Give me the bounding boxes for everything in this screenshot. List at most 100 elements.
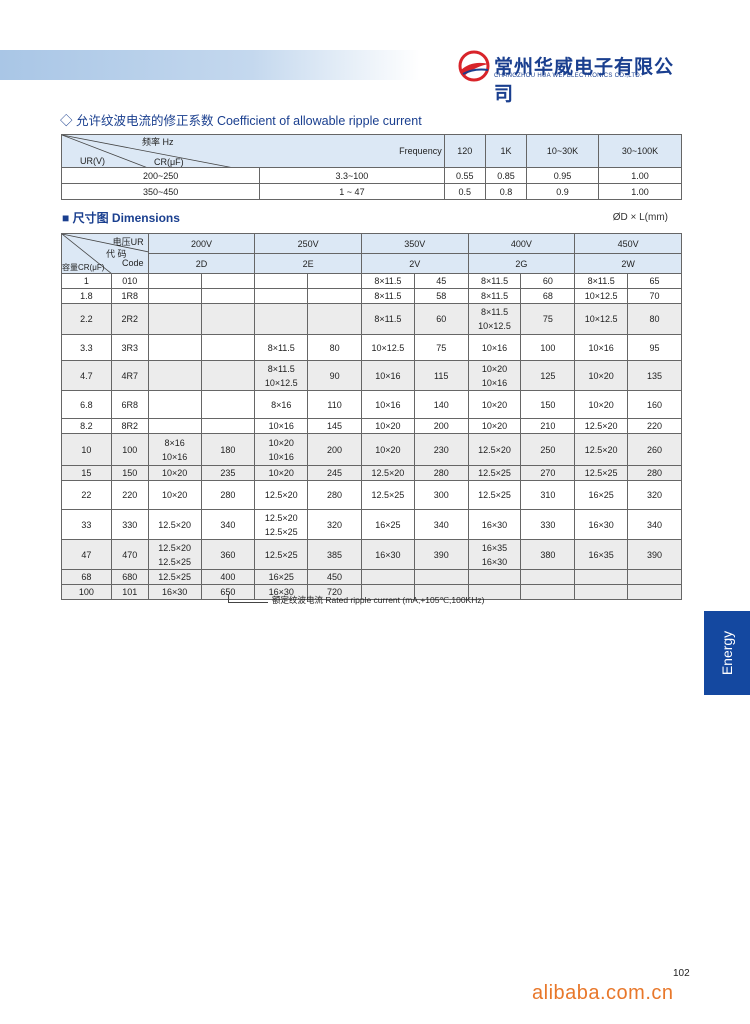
ripple-current-cell xyxy=(200,390,256,419)
capacitance-cell: 22 xyxy=(61,480,112,510)
size-cell xyxy=(360,584,415,600)
ripple-current-cell xyxy=(307,288,362,304)
table-row: 6.8 6R8 8×16 110 10×16 140 10×20 150 10×20 160 xyxy=(61,390,682,419)
size-cell: 12.5×20 12.5×25 xyxy=(254,509,309,540)
coefficient-cell: 0.55 xyxy=(443,167,486,184)
ripple-current-cell: 245 xyxy=(307,465,362,481)
table-row: 22 220 10×20 280 12.5×20 280 12.5×25 300 12.5×25… xyxy=(61,480,682,510)
capacitance-cell: 47 xyxy=(61,539,112,570)
ripple-current-cell xyxy=(200,418,256,434)
code-cell: 3R3 xyxy=(110,334,149,361)
ripple-current-cell: 80 xyxy=(627,303,682,335)
ripple-current-cell: 110 xyxy=(307,390,362,419)
code-cell: 150 xyxy=(110,465,149,481)
size-cell: 12.5×25 xyxy=(147,569,202,585)
ripple-current-cell: 320 xyxy=(307,509,362,540)
size-cell xyxy=(147,390,202,419)
size-cell: 12.5×20 xyxy=(574,418,629,434)
header-band xyxy=(0,50,420,80)
dims-corner-cell: 电压UR 代 码 Code 容量CR(μF) xyxy=(61,233,149,274)
ripple-coefficient-table: 频率 Hz Frequency UR(V) CR(μF) 120 1K 10~3… xyxy=(60,134,683,200)
ripple-current-cell: 200 xyxy=(413,418,469,434)
ripple-current-cell: 450 xyxy=(307,569,362,585)
size-cell: 10×12.5 xyxy=(574,303,629,335)
ripple-current-cell: 58 xyxy=(413,288,469,304)
table-row: 10 100 8×16 10×16 180 10×20 10×16 200 10×20 230 12… xyxy=(61,433,682,466)
capacitance-cell: 1.8 xyxy=(61,288,112,304)
table-row: 3.3 3R3 8×11.5 80 10×12.5 75 10×16 100 10×16 95 xyxy=(61,334,682,361)
logo-chinese-name: 常州华威电子有限公司 xyxy=(494,56,675,105)
ripple-current-cell: 60 xyxy=(520,273,576,289)
size-cell: 8×11.5 xyxy=(360,288,415,304)
ripple-current-cell: 280 xyxy=(200,480,256,510)
size-cell: 10×16 xyxy=(360,390,415,419)
size-cell: 10×12.5 xyxy=(574,288,629,304)
table-row: 200~250 3.3~100 0.55 0.85 0.95 1.00 xyxy=(60,167,683,184)
capacitance-cell: 68 xyxy=(61,569,112,585)
size-cell: 8×16 xyxy=(254,390,309,419)
coefficient-cell: 1.00 xyxy=(597,167,683,184)
size-cell xyxy=(147,360,202,391)
size-cell: 8×11.5 10×12.5 xyxy=(254,360,309,391)
coefficient-cell: 0.5 xyxy=(443,183,486,200)
code-cell: 220 xyxy=(110,480,149,510)
size-cell xyxy=(147,303,202,335)
code-cell: 680 xyxy=(110,569,149,585)
ripple-current-cell: 300 xyxy=(413,480,469,510)
side-tab-energy[interactable]: Energy xyxy=(704,611,750,695)
ripple-current-cell: 200 xyxy=(307,433,362,466)
table-row: 8.2 8R2 10×16 145 10×20 200 10×20 210 12.5×20 220 xyxy=(61,418,682,434)
code-cell: 470 xyxy=(110,539,149,570)
corner-ur: UR(V) xyxy=(80,156,105,166)
table-row: 33 330 12.5×20 340 12.5×20 12.5×25 320 16×25 340… xyxy=(61,509,682,540)
table-row: 1.8 1R8 8×11.5 58 8×11.5 68 10×12.5 70 xyxy=(61,288,682,304)
ripple-current-cell: 340 xyxy=(413,509,469,540)
ripple-current-cell: 115 xyxy=(413,360,469,391)
size-cell: 16×30 xyxy=(574,509,629,540)
ripple-current-cell: 95 xyxy=(627,334,682,361)
ripple-current-cell: 160 xyxy=(627,390,682,419)
size-cell: 12.5×20 xyxy=(574,433,629,466)
size-cell: 16×30 xyxy=(360,539,415,570)
voltage-header: 450V xyxy=(574,233,682,254)
size-cell: 8×11.5 xyxy=(574,273,629,289)
dimensions-section-title: ■ 尺寸图 Dimensions xyxy=(62,211,180,225)
size-cell: 10×16 xyxy=(254,418,309,434)
ripple-current-cell: 140 xyxy=(413,390,469,419)
size-cell xyxy=(574,569,629,585)
capacitance-cell: 15 xyxy=(61,465,112,481)
size-cell: 16×35 xyxy=(574,539,629,570)
ripple-current-cell: 330 xyxy=(520,509,576,540)
code-cell: 100 xyxy=(110,433,149,466)
ripple-current-cell: 125 xyxy=(520,360,576,391)
ripple-current-cell: 235 xyxy=(200,465,256,481)
ripple-current-cell: 65 xyxy=(627,273,682,289)
ripple-current-cell: 390 xyxy=(627,539,682,570)
size-cell: 12.5×25 xyxy=(467,480,522,510)
voltage-header: 400V xyxy=(467,233,576,254)
capacitance-cell: 2.2 xyxy=(61,303,112,335)
size-cell: 12.5×25 xyxy=(254,539,309,570)
size-cell: 8×11.5 10×12.5 xyxy=(467,303,522,335)
corner-code-cn: 代 码 xyxy=(106,249,127,259)
ripple-current-cell: 650 xyxy=(200,584,256,600)
size-cell xyxy=(147,418,202,434)
corner-voltage: 电压UR xyxy=(112,237,144,247)
ripple-current-cell: 75 xyxy=(413,334,469,361)
size-cell: 10×16 xyxy=(360,360,415,391)
size-cell: 10×12.5 xyxy=(360,334,415,361)
size-cell: 10×16 xyxy=(574,334,629,361)
code-cell: 2R2 xyxy=(110,303,149,335)
size-cell: 8×11.5 xyxy=(360,303,415,335)
coefficient-cell: 0.8 xyxy=(484,183,528,200)
ripple-current-cell: 90 xyxy=(307,360,362,391)
size-cell: 8×16 10×16 xyxy=(147,433,202,466)
capacitance-cell: 10 xyxy=(61,433,112,466)
table-row: 100 101 16×30 650 16×30 720 xyxy=(61,584,682,600)
size-cell: 8×11.5 xyxy=(360,273,415,289)
size-cell: 10×20 10×16 xyxy=(254,433,309,466)
size-cell: 10×20 xyxy=(360,433,415,466)
size-cell: 10×20 xyxy=(360,418,415,434)
corner-capacitance: 容量CR(μF) xyxy=(62,263,105,272)
ripple-current-cell: 280 xyxy=(627,465,682,481)
